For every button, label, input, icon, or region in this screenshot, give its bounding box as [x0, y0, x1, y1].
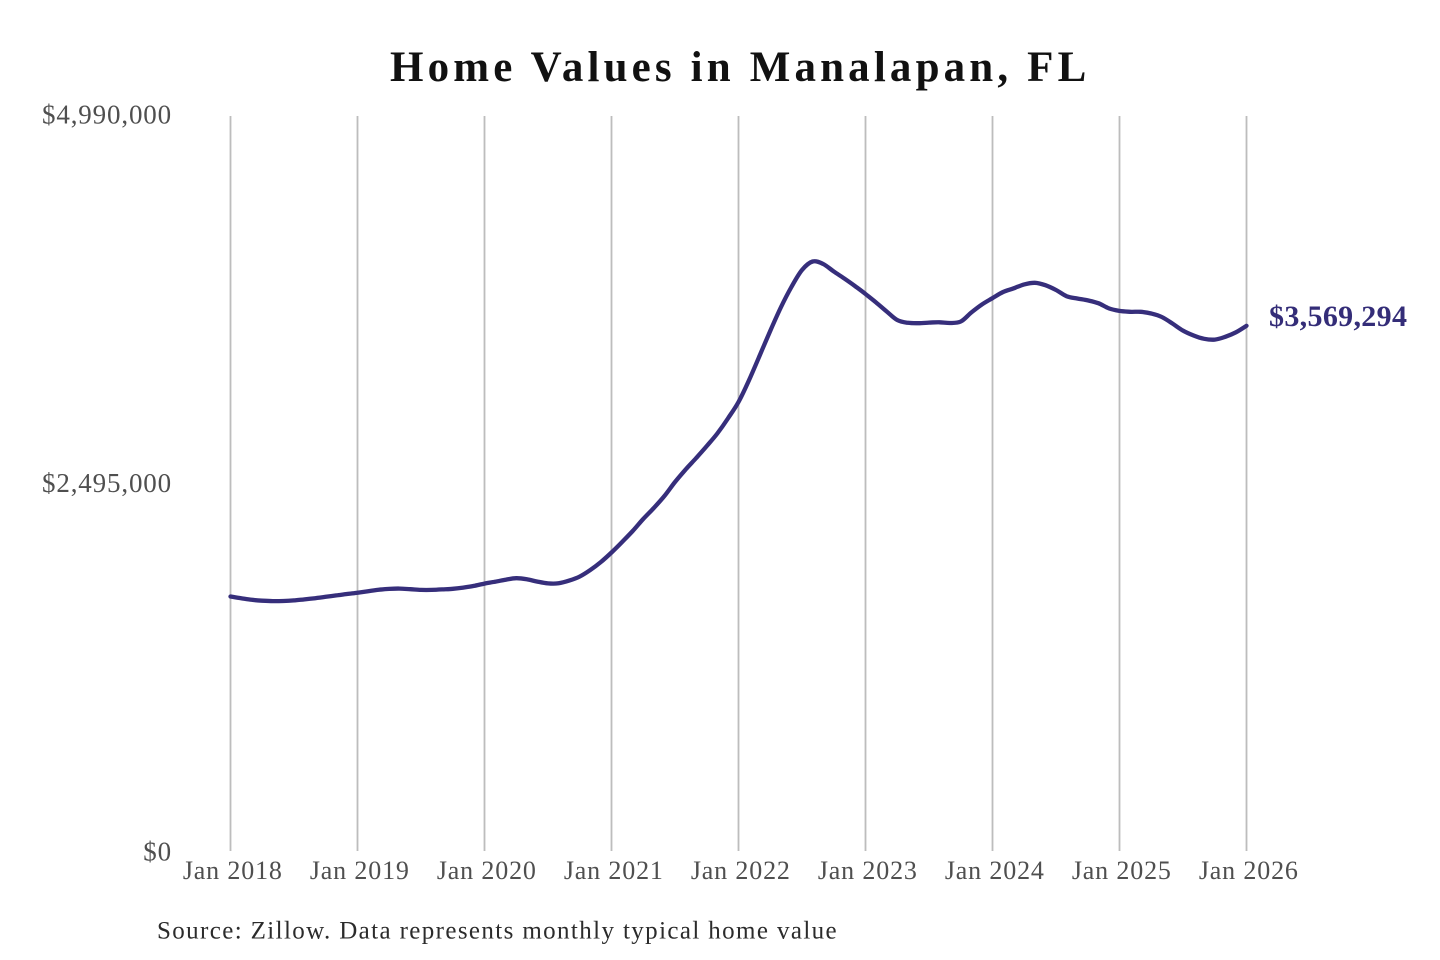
- svg-text:Jan 2022: Jan 2022: [691, 856, 791, 885]
- svg-text:$3,569,294: $3,569,294: [1269, 300, 1407, 333]
- svg-text:Jan 2023: Jan 2023: [818, 856, 918, 885]
- svg-text:Source: Zillow. Data represent: Source: Zillow. Data represents monthly …: [157, 918, 838, 945]
- svg-text:Jan 2026: Jan 2026: [1199, 856, 1299, 885]
- svg-text:Jan 2019: Jan 2019: [310, 856, 410, 885]
- svg-text:Jan 2024: Jan 2024: [945, 856, 1045, 885]
- svg-text:$0: $0: [143, 837, 172, 867]
- svg-text:$4,990,000: $4,990,000: [42, 100, 172, 130]
- svg-text:Jan 2018: Jan 2018: [183, 856, 283, 885]
- svg-text:Jan 2020: Jan 2020: [437, 856, 537, 885]
- svg-text:Jan 2025: Jan 2025: [1072, 856, 1172, 885]
- svg-text:Home Values in Manalapan, FL: Home Values in Manalapan, FL: [390, 44, 1090, 91]
- svg-text:$2,495,000: $2,495,000: [42, 468, 172, 498]
- svg-text:Jan 2021: Jan 2021: [564, 856, 664, 885]
